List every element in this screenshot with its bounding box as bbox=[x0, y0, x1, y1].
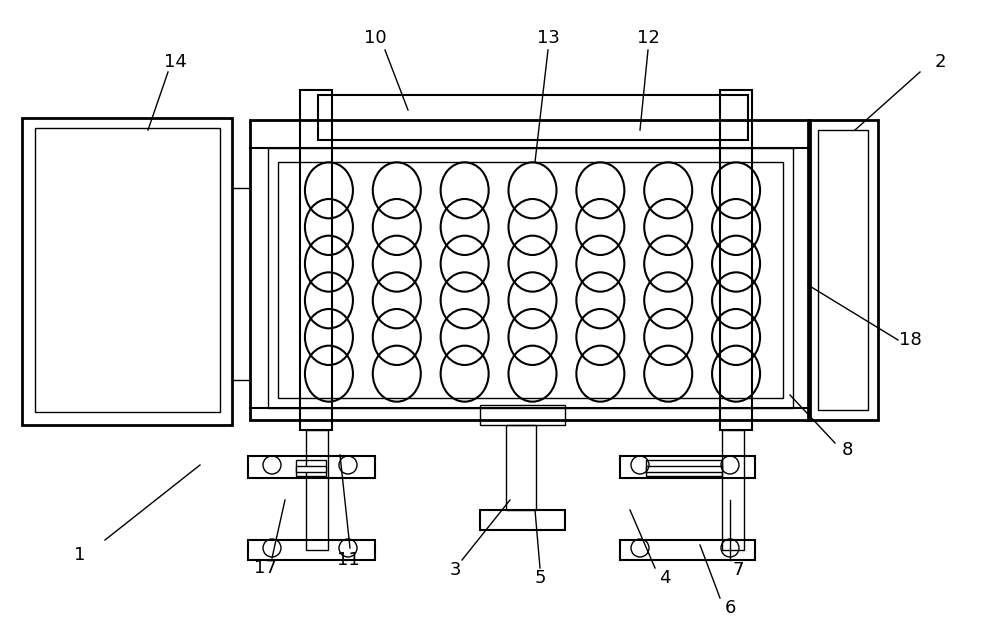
Text: 17: 17 bbox=[254, 559, 276, 577]
Text: 3: 3 bbox=[449, 561, 461, 579]
Bar bbox=[620, 540, 755, 560]
Bar bbox=[646, 460, 722, 476]
Bar bbox=[306, 430, 328, 550]
Text: 13: 13 bbox=[537, 29, 559, 47]
Bar bbox=[248, 540, 375, 560]
Text: 18: 18 bbox=[899, 331, 921, 349]
Bar bbox=[722, 430, 744, 550]
Text: 11: 11 bbox=[337, 551, 359, 569]
Bar bbox=[808, 120, 878, 420]
Text: 6: 6 bbox=[724, 599, 736, 617]
Bar bbox=[300, 90, 332, 430]
Text: 14: 14 bbox=[164, 53, 186, 71]
Bar bbox=[248, 456, 375, 478]
Bar bbox=[296, 466, 326, 472]
Bar bbox=[250, 120, 810, 420]
Text: 1: 1 bbox=[74, 546, 86, 564]
Bar bbox=[818, 130, 868, 410]
Bar bbox=[22, 118, 232, 425]
Bar bbox=[318, 95, 748, 140]
Bar bbox=[296, 460, 326, 476]
Bar bbox=[480, 510, 565, 530]
Text: 7: 7 bbox=[732, 561, 744, 579]
Bar bbox=[268, 148, 793, 408]
Text: 12: 12 bbox=[637, 29, 659, 47]
Bar bbox=[720, 90, 752, 430]
Text: 4: 4 bbox=[659, 569, 671, 587]
Bar bbox=[646, 466, 722, 472]
Text: 10: 10 bbox=[364, 29, 386, 47]
Text: 5: 5 bbox=[534, 569, 546, 587]
Bar bbox=[620, 456, 755, 478]
Bar bbox=[278, 162, 783, 398]
Bar bbox=[480, 405, 565, 425]
Text: 2: 2 bbox=[934, 53, 946, 71]
Bar bbox=[506, 425, 536, 510]
Text: 8: 8 bbox=[841, 441, 853, 459]
Bar bbox=[35, 128, 220, 412]
